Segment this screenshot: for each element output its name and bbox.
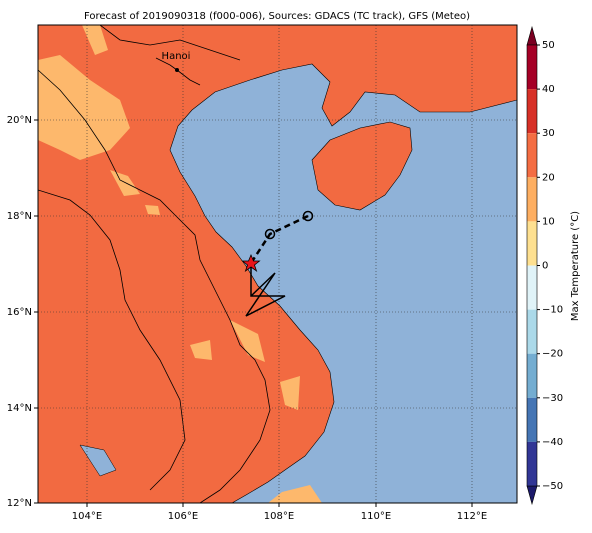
colorbar-segment: [527, 397, 537, 442]
colorbar-segment: [527, 441, 537, 486]
land: [38, 25, 517, 503]
lat-tick-label: 18°N: [7, 211, 32, 222]
lat-tick-label: 12°N: [7, 498, 32, 509]
colorbar-segment: [527, 309, 537, 354]
colorbar-tick-label: −40: [542, 437, 563, 448]
colorbar-tick-label: 30: [542, 128, 555, 139]
colorbar-tick-label: −30: [542, 393, 563, 404]
colorbar-tick-label: 10: [542, 216, 555, 227]
graticule: [38, 25, 517, 503]
colorbar-tick-label: 40: [542, 84, 555, 95]
colorbar-segment: [527, 221, 537, 266]
warm-regions: [38, 25, 322, 503]
colorbar-segment: [527, 89, 537, 134]
colorbar-segment: [527, 133, 537, 178]
map-frame: [37, 24, 518, 504]
lon-tick-label: 104°E: [72, 511, 102, 522]
colorbar-tick-label: −10: [542, 305, 563, 316]
lon-tick-label: 112°E: [457, 511, 487, 522]
colorbar-tick-label: −50: [542, 481, 563, 492]
city-dot: [175, 68, 179, 72]
colorbar: 50 40 30 20 10 0 −10 −20 −30 −40 −50: [526, 25, 563, 506]
colorbar-tick-label: 20: [542, 172, 555, 183]
city-label: Hanoi: [162, 51, 191, 62]
lat-tick-label: 20°N: [7, 115, 32, 126]
lon-tick-label: 110°E: [361, 511, 391, 522]
lon-tick-label: 106°E: [168, 511, 198, 522]
lake: [79, 444, 117, 477]
tc-track: [241, 210, 314, 317]
colorbar-segment: [527, 265, 537, 310]
lat-tick-label: 14°N: [7, 403, 32, 414]
colorbar-tick-label: 0: [542, 261, 548, 272]
hainan: [311, 121, 413, 211]
colorbar-segment: [527, 45, 537, 90]
title: Forecast of 2019090318 (f000-006), Sourc…: [84, 11, 470, 22]
colorbar-tick-label: −20: [542, 349, 563, 360]
colorbar-extend-top: [526, 25, 538, 46]
lat-tick-label: 16°N: [7, 307, 32, 318]
colorbar-tick-label: 50: [542, 40, 555, 51]
colorbar-extend-bottom: [526, 485, 538, 506]
colorbar-segment: [527, 177, 537, 222]
colorbar-label: Max Temperature (°C): [570, 211, 581, 321]
lon-tick-label: 108°E: [264, 511, 294, 522]
map-area: Hanoi: [38, 25, 517, 503]
colorbar-segment: [527, 353, 537, 398]
